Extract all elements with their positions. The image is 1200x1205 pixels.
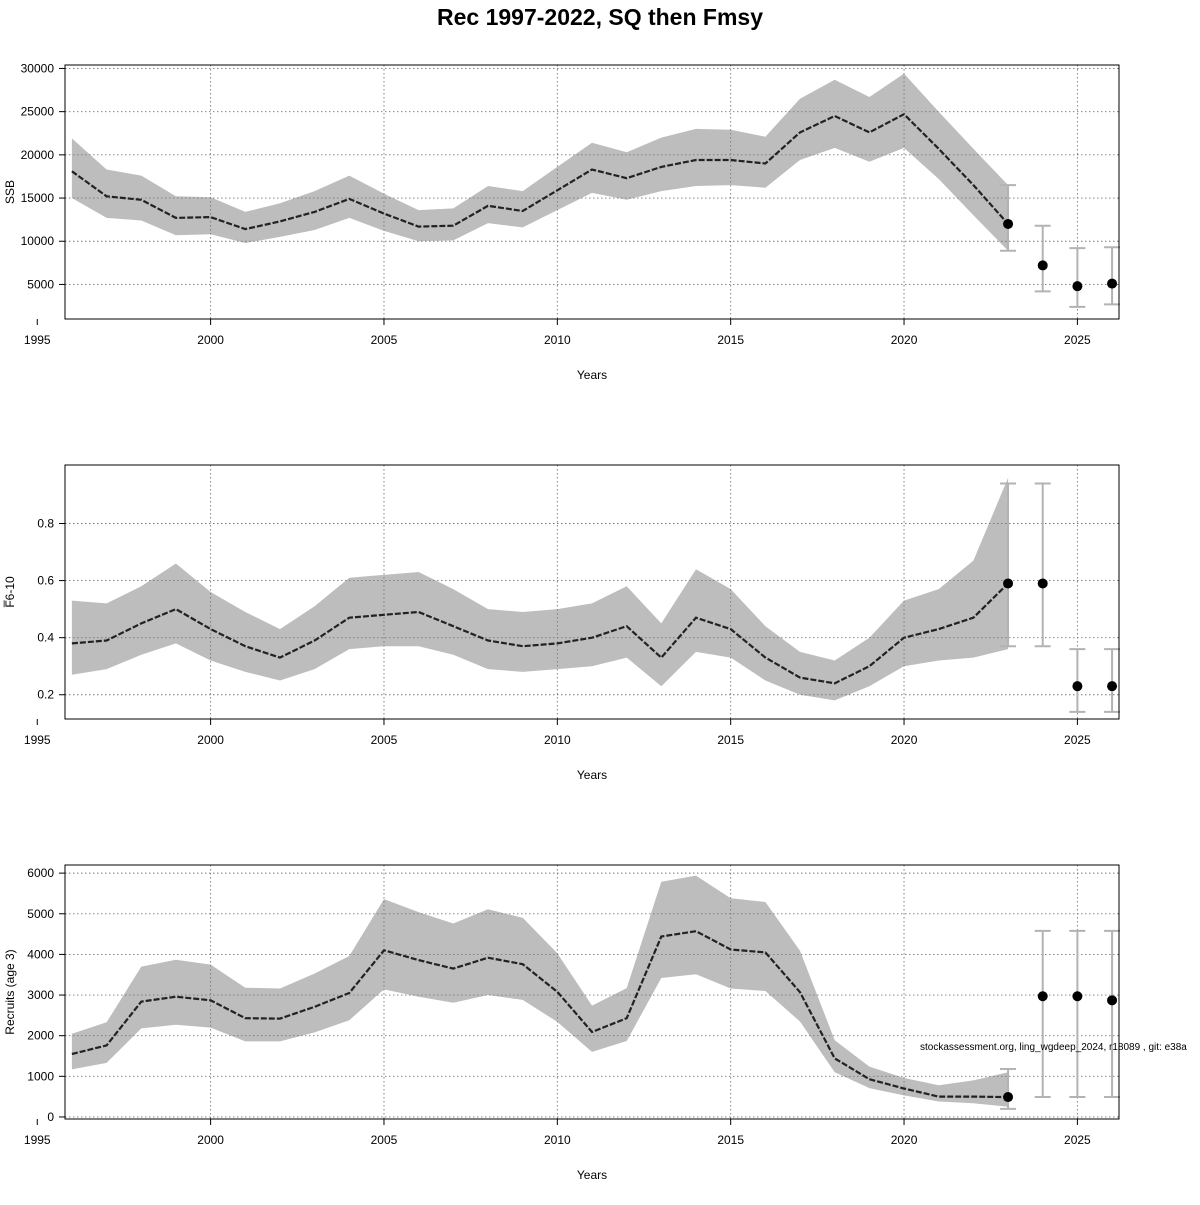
y-tick-label: 0 bbox=[47, 1110, 54, 1124]
plot-frame bbox=[64, 864, 1120, 1120]
x-tick-label: 2025 bbox=[1064, 333, 1091, 347]
y-tick-label: 20000 bbox=[21, 148, 55, 162]
forecast-point bbox=[1037, 991, 1048, 1002]
y-tick-label: 0.4 bbox=[37, 631, 54, 645]
x-tick-label: 2005 bbox=[371, 733, 398, 747]
forecast-point bbox=[1037, 260, 1048, 271]
confidence-band bbox=[71, 477, 1009, 701]
x-tick-label: 2010 bbox=[544, 733, 571, 747]
forecast-point bbox=[1107, 278, 1118, 289]
footnote-text: stockassessment.org, ling_wgdeep_2024, r… bbox=[920, 1042, 1187, 1053]
x-tick-label: 2015 bbox=[717, 333, 744, 347]
x-tick-label: 2020 bbox=[891, 733, 918, 747]
forecast-point bbox=[1003, 578, 1014, 589]
x-axis-label: Years bbox=[577, 768, 607, 782]
y-axis-label: Recruits (age 3) bbox=[3, 949, 17, 1034]
x-tick-label: 2020 bbox=[891, 333, 918, 347]
x-tick-label: 1995 bbox=[24, 733, 51, 747]
y-tick-label: 1000 bbox=[27, 1069, 54, 1083]
x-tick-label: 1995 bbox=[24, 333, 51, 347]
forecast-point bbox=[1072, 681, 1083, 692]
plot-frame bbox=[64, 464, 1120, 720]
panel-3: 1995 2000 2005 2010 2015 2020 2025 0 1000 2000 300… bbox=[3, 864, 1121, 1182]
y-tick-label: 10000 bbox=[21, 234, 55, 248]
forecast-point bbox=[1037, 578, 1048, 589]
estimate-line bbox=[71, 930, 1009, 1099]
x-tick-label: 2000 bbox=[197, 333, 224, 347]
estimate-line bbox=[71, 582, 1009, 685]
y-tick-label: 2000 bbox=[27, 1029, 54, 1043]
x-tick-label: 2000 bbox=[197, 1133, 224, 1147]
x-tick-label: 2000 bbox=[197, 733, 224, 747]
y-tick-label: 5000 bbox=[27, 907, 54, 921]
y-tick-label: 0.2 bbox=[37, 688, 54, 702]
forecast-point bbox=[1072, 991, 1083, 1002]
y-tick-label: 4000 bbox=[27, 947, 54, 961]
forecast-point bbox=[1072, 281, 1083, 292]
x-axis-label: Years bbox=[577, 368, 607, 382]
x-tick-label: 2010 bbox=[544, 1133, 571, 1147]
panel-1: 1995 2000 2005 2010 2015 2020 2025 5000 10000 150… bbox=[3, 61, 1121, 382]
y-tick-label: 3000 bbox=[27, 988, 54, 1002]
x-tick-label: 2015 bbox=[717, 733, 744, 747]
x-tick-label: 1995 bbox=[24, 1133, 51, 1147]
plot-frame bbox=[64, 64, 1120, 320]
y-axis-label: SSB bbox=[3, 180, 17, 204]
x-tick-label: 2005 bbox=[371, 333, 398, 347]
y-axis-label: F̅6-10 bbox=[3, 576, 17, 608]
forecast-point bbox=[1003, 1092, 1014, 1103]
x-tick-label: 2005 bbox=[371, 1133, 398, 1147]
x-tick-label: 2025 bbox=[1064, 733, 1091, 747]
y-tick-label: 0.8 bbox=[37, 517, 54, 531]
y-tick-label: 30000 bbox=[21, 61, 55, 75]
panel-2: 1995 2000 2005 2010 2015 2020 2025 0.2 0.4 0.6 0.8… bbox=[3, 464, 1121, 782]
x-tick-label: 2025 bbox=[1064, 1133, 1091, 1147]
x-tick-label: 2015 bbox=[717, 1133, 744, 1147]
y-tick-label: 25000 bbox=[21, 105, 55, 119]
y-tick-label: 0.6 bbox=[37, 574, 54, 588]
y-tick-label: 15000 bbox=[21, 191, 55, 205]
forecast-point bbox=[1107, 995, 1118, 1006]
estimate-line bbox=[71, 112, 1009, 231]
figure-title: Rec 1997-2022, SQ then Fmsy bbox=[437, 4, 763, 30]
x-tick-label: 2020 bbox=[891, 1133, 918, 1147]
y-tick-label: 6000 bbox=[27, 866, 54, 880]
confidence-band bbox=[71, 73, 1009, 251]
x-axis-label: Years bbox=[577, 1168, 607, 1182]
y-tick-label: 5000 bbox=[27, 277, 54, 291]
x-tick-label: 2010 bbox=[544, 333, 571, 347]
forecast-point bbox=[1003, 218, 1014, 229]
confidence-band bbox=[71, 875, 1009, 1107]
forecast-point bbox=[1107, 681, 1118, 692]
